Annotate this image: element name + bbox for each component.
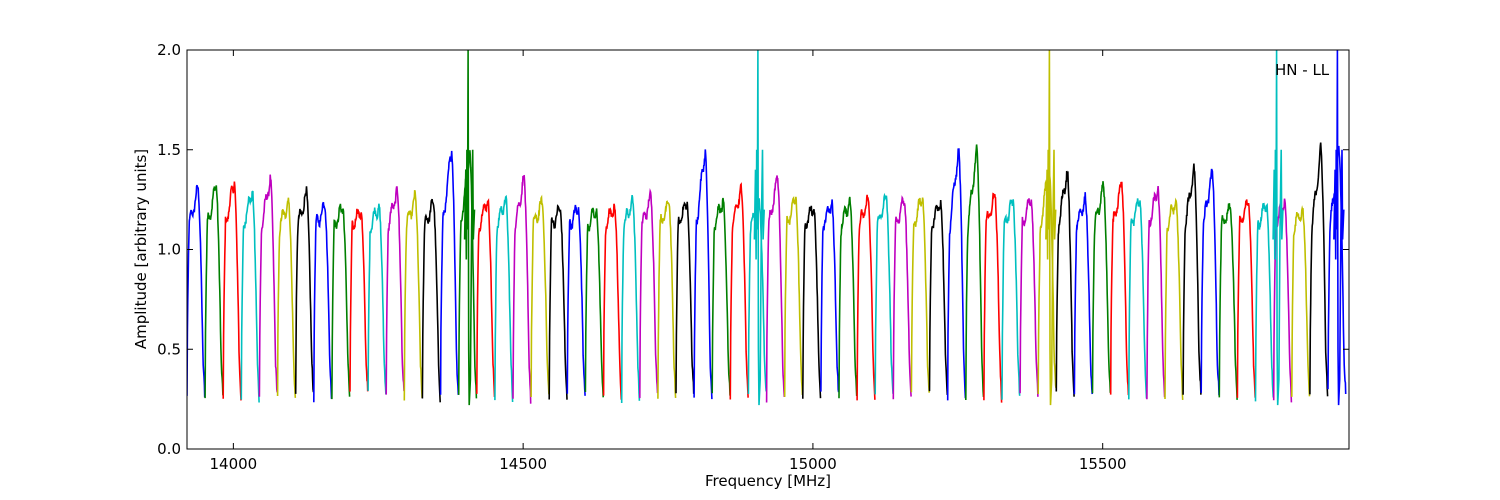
series-line xyxy=(1091,181,1112,394)
series-line xyxy=(494,194,514,403)
annotation-label: HN - LL xyxy=(1275,61,1330,79)
series-line xyxy=(729,182,749,400)
series-line xyxy=(1073,192,1093,395)
series-line xyxy=(965,144,985,401)
series-line xyxy=(258,174,278,397)
rfi-spike xyxy=(463,50,476,406)
y-tick-label: 0.5 xyxy=(157,340,181,358)
series-line xyxy=(403,190,423,401)
series-line xyxy=(276,197,297,398)
ticks-layer: 14000 14500 15000 15500 0.0 0.5 1.0 1.5 2.0 xyxy=(157,41,1349,473)
y-tick-label: 2.0 xyxy=(157,41,181,59)
series-line xyxy=(1109,181,1130,396)
series-line xyxy=(584,207,604,398)
x-tick-label: 15500 xyxy=(1079,455,1127,473)
series-line xyxy=(983,192,1003,403)
series-line xyxy=(802,205,822,399)
series-line xyxy=(439,150,460,395)
series-line xyxy=(1182,163,1202,395)
series-line xyxy=(204,185,224,399)
series-line xyxy=(313,201,333,403)
series-line xyxy=(675,201,695,394)
series-line xyxy=(367,203,387,395)
rfi-spike xyxy=(1272,50,1284,406)
series-line xyxy=(548,204,568,400)
series-line xyxy=(1164,197,1184,400)
series-line xyxy=(1128,198,1148,400)
series-line xyxy=(1218,203,1238,400)
series-line xyxy=(1146,186,1166,400)
series-line xyxy=(331,203,351,400)
series-line xyxy=(765,175,786,403)
series-line xyxy=(1236,199,1256,398)
rfi-spike xyxy=(1333,50,1345,406)
series-line xyxy=(349,208,369,392)
series-line xyxy=(602,203,623,400)
series-line xyxy=(946,147,967,401)
series-line xyxy=(1001,199,1021,400)
series-line xyxy=(1019,198,1039,397)
y-tick-label: 1.5 xyxy=(157,141,181,159)
series-line xyxy=(693,149,713,400)
series-line xyxy=(566,204,586,396)
series-line xyxy=(530,194,550,398)
series-layer xyxy=(187,50,1347,406)
series-line xyxy=(385,186,405,395)
y-tick-label: 0.0 xyxy=(157,440,181,458)
series-line xyxy=(910,197,930,393)
series-line xyxy=(711,197,731,396)
x-tick-label: 14500 xyxy=(499,455,547,473)
rfi-spike xyxy=(1045,50,1057,406)
series-line xyxy=(620,194,641,404)
series-line xyxy=(838,196,858,399)
series-line xyxy=(874,192,894,395)
series-line xyxy=(1200,168,1220,396)
series-line xyxy=(476,198,496,398)
series-line xyxy=(294,186,315,394)
series-line xyxy=(421,198,441,403)
series-line xyxy=(657,200,677,399)
x-axis-label: Frequency [MHz] xyxy=(705,472,831,490)
series-line xyxy=(512,174,532,404)
y-tick-label: 1.0 xyxy=(157,241,181,259)
series-line xyxy=(783,195,804,397)
series-line xyxy=(222,181,242,401)
x-tick-label: 15000 xyxy=(789,455,837,473)
series-line xyxy=(892,195,912,400)
series-line xyxy=(856,194,876,401)
series-line xyxy=(1291,205,1311,397)
x-tick-label: 14000 xyxy=(210,455,258,473)
series-line xyxy=(820,199,840,393)
series-line xyxy=(639,188,659,399)
series-line xyxy=(928,200,949,395)
series-line xyxy=(240,190,260,403)
rfi-spike xyxy=(753,50,765,406)
series-line xyxy=(1055,170,1075,397)
series-line xyxy=(187,184,206,398)
y-axis-label: Amplitude [arbitrary units] xyxy=(132,149,150,349)
series-line xyxy=(1254,202,1275,402)
series-line xyxy=(1309,142,1329,397)
